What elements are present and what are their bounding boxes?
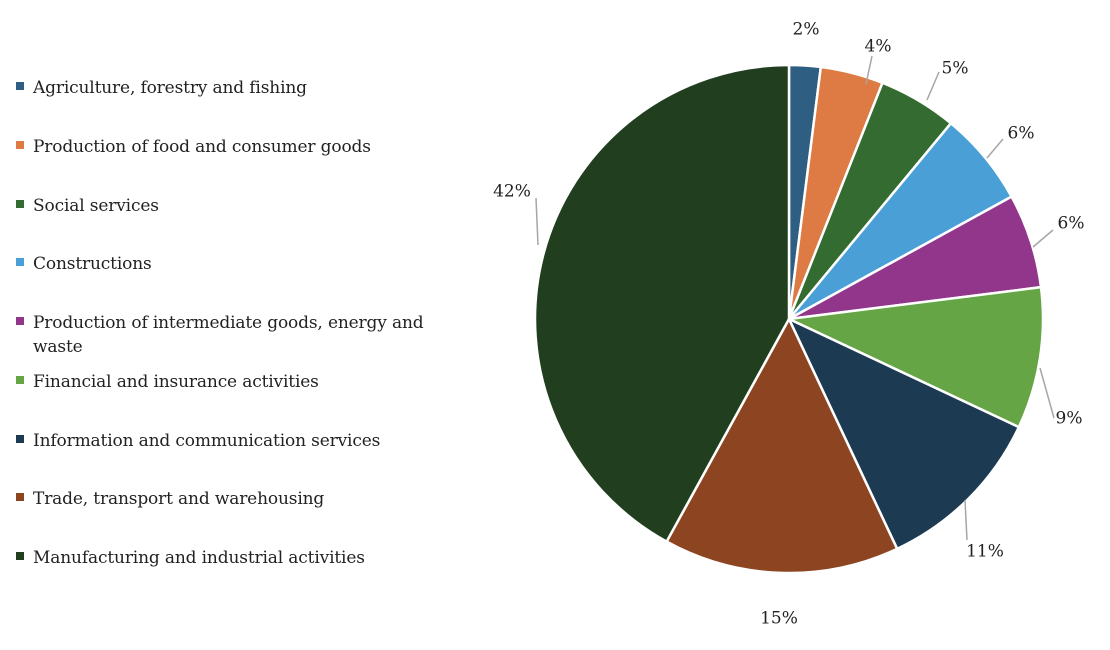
legend-swatch — [16, 258, 24, 266]
slice-value-label: 4% — [865, 37, 892, 57]
legend-label: Manufacturing and industrial activities — [33, 548, 365, 568]
leader-line — [865, 55, 873, 85]
leader-line — [926, 71, 940, 101]
legend-label: Production of intermediate goods, energy… — [33, 313, 424, 357]
legend-swatch — [16, 82, 24, 90]
pie-slice — [787, 317, 1021, 551]
legend-label: Agriculture, forestry and fishing — [33, 78, 307, 98]
legend-swatch — [16, 317, 24, 325]
slice-value-label: 5% — [942, 59, 969, 79]
slice-value-label: 15% — [760, 609, 798, 629]
slice-value-label: 42% — [493, 182, 531, 202]
leader-line — [986, 138, 1004, 159]
leader-line — [1039, 367, 1055, 419]
legend-label: Social services — [33, 196, 159, 216]
slice-value-label: 11% — [966, 542, 1004, 562]
pie-slice — [787, 285, 1045, 429]
legend-label: Production of food and consumer goods — [33, 137, 371, 157]
legend-label: Trade, transport and warehousing — [33, 489, 325, 509]
legend-swatch — [16, 435, 24, 443]
legend-swatch — [16, 200, 24, 208]
legend-swatch — [16, 552, 24, 560]
legend-swatch — [16, 493, 24, 501]
leader-line — [535, 197, 539, 246]
leader-line — [1032, 229, 1054, 248]
legend-swatch — [16, 141, 24, 149]
pie-slice — [665, 317, 899, 575]
pie-slice — [533, 63, 791, 543]
legend-label: Financial and insurance activities — [33, 372, 319, 392]
legend-label: Information and communication services — [33, 431, 381, 451]
slice-value-label: 6% — [1008, 124, 1035, 144]
leader-line — [964, 499, 968, 541]
slice-value-label: 6% — [1058, 214, 1085, 234]
slice-value-label: 9% — [1056, 409, 1083, 429]
legend-label: Constructions — [33, 254, 152, 274]
legend-swatch — [16, 376, 24, 384]
legend: Agriculture, forestry and fishing Product… — [16, 0, 456, 650]
slice-value-label: 2% — [793, 20, 820, 40]
